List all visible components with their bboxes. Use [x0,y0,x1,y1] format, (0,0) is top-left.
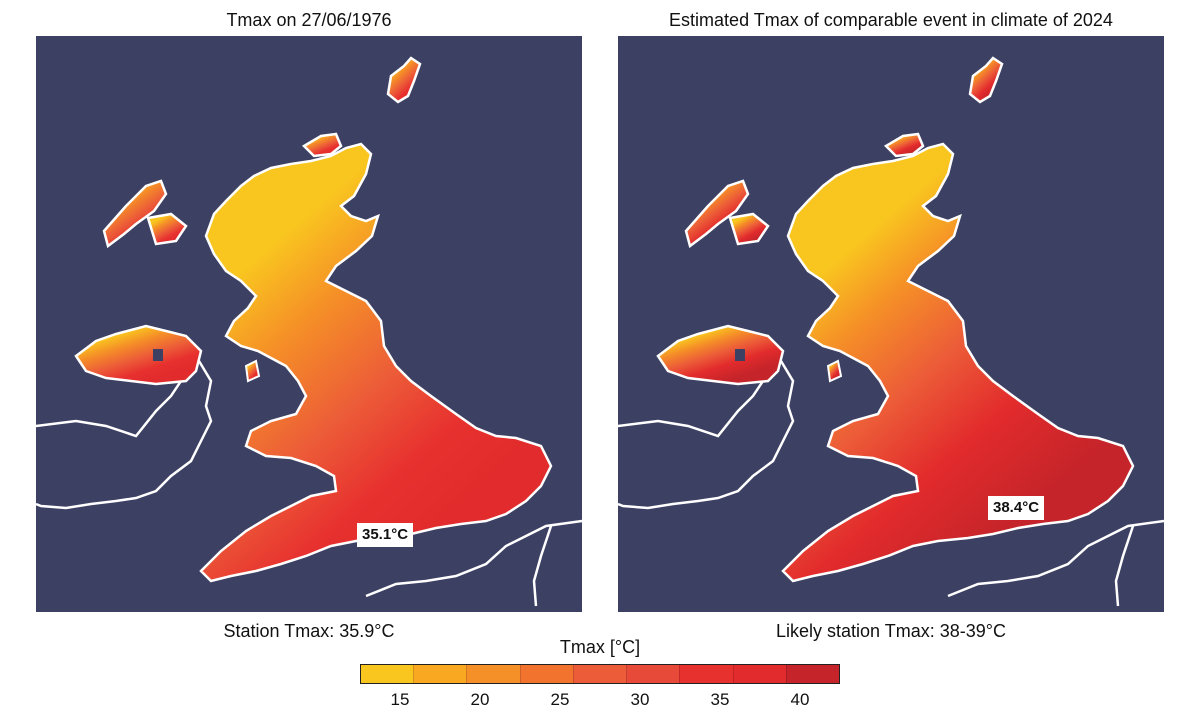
great-britain-land [781,142,1135,583]
france-coast [365,519,582,598]
colorbar-tick-label: 25 [550,690,570,709]
colorbar-tick-label: 20 [470,690,490,709]
colorbar-ticks: 15 20 25 30 35 40 [360,690,840,714]
ireland-coast [618,353,795,510]
northern-ireland-land [656,324,785,386]
colorbar-tick-label: 40 [790,690,810,709]
ireland-coast [36,353,213,510]
lough-neagh [153,349,163,361]
colorbar-segment [519,665,573,683]
left-map: 35.1°C [36,36,582,612]
inner-isles [146,212,188,246]
france-west-coast [1114,525,1135,607]
orkney-islands [301,132,343,158]
colorbar-tick-label: 35 [710,690,730,709]
colorbar-segment [572,665,627,683]
left-max-temp-label: 35.1°C [357,523,414,547]
orkney-islands [883,132,925,158]
colorbar-segment [732,665,786,683]
colorbar [360,664,840,684]
left-panel-title: Tmax on 27/06/1976 [226,10,392,30]
isle-of-man [826,359,843,383]
northern-ireland-land [74,324,203,386]
right-map-svg [618,56,1164,607]
right-max-temp-label: 38.4°C [988,496,1045,520]
right-panel-title: Estimated Tmax of comparable event in cl… [669,10,1113,30]
shetland-islands [968,56,1004,104]
colorbar-segment [679,665,733,683]
great-britain-land [199,142,553,583]
colorbar-tick-label: 15 [390,690,410,709]
france-west-coast [532,525,553,607]
western-isles [684,179,750,249]
france-coast [947,519,1164,598]
lough-neagh [735,349,745,361]
colorbar-segment [785,665,839,683]
shetland-islands [386,56,422,104]
isle-of-man [244,359,261,383]
colorbar-segment [413,665,467,683]
colorbar-title: Tmax [°C] [559,637,641,657]
colorbar-segment [626,665,680,683]
inner-isles [728,212,770,246]
left-map-svg [36,56,582,607]
colorbar-tick-label: 30 [630,690,650,709]
western-isles [102,179,168,249]
colorbar-segment [466,665,520,683]
left-caption: Station Tmax: 35.9°C [223,621,395,641]
right-map: 38.4°C [618,36,1164,612]
colorbar-segment [361,665,414,683]
right-caption: Likely station Tmax: 38-39°C [776,621,1006,641]
